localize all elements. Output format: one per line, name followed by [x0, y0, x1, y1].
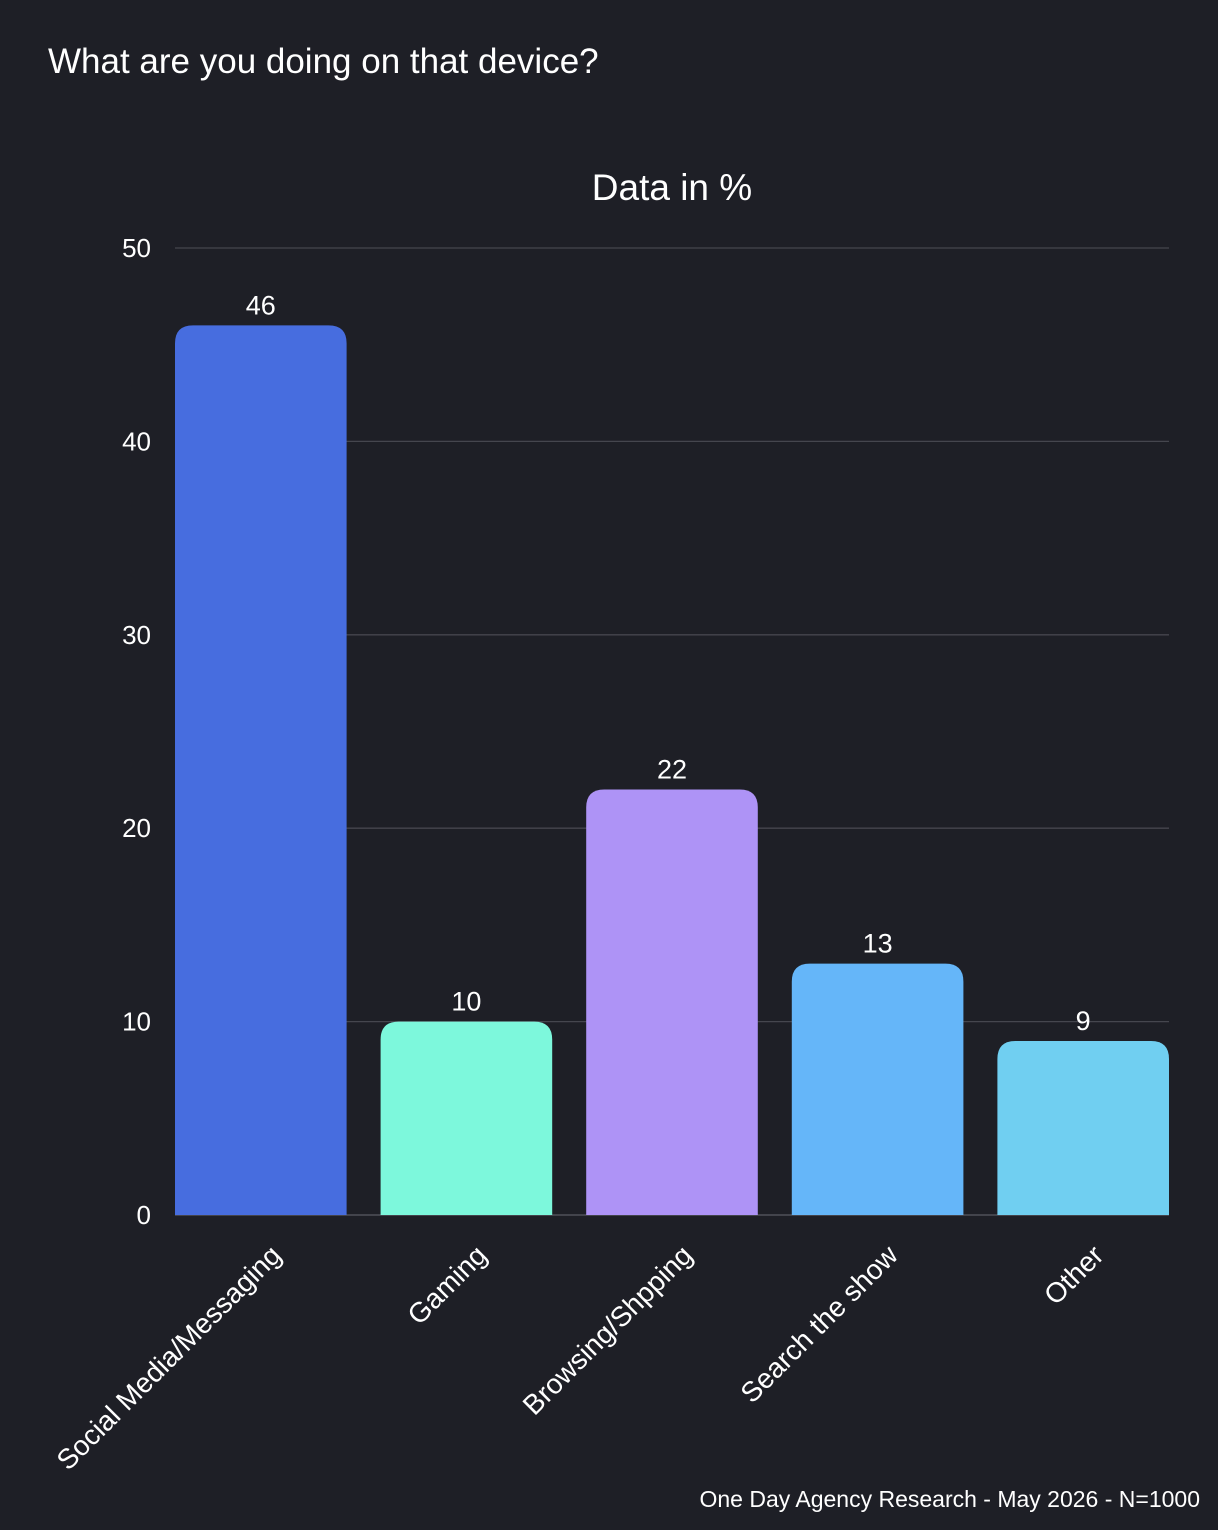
- y-tick-label: 20: [122, 813, 151, 843]
- data-label: 10: [451, 987, 481, 1017]
- x-tick-label: Other: [1038, 1239, 1109, 1310]
- x-tick-label: Search the show: [734, 1239, 904, 1409]
- chart-subtitle: Data in %: [592, 167, 752, 208]
- data-label: 22: [657, 755, 687, 785]
- data-labels: 46 10 22 13 9: [246, 290, 1091, 1036]
- x-tick-label: Gaming: [401, 1239, 492, 1330]
- page-title: What are you doing on that device?: [48, 42, 599, 81]
- x-axis-labels: Social Media/Messaging Gaming Browsing/Shp…: [51, 1239, 1110, 1476]
- x-tick-label: Browsing/Shpping: [517, 1239, 699, 1421]
- y-axis-ticks: 0 10 20 30 40 50: [122, 233, 151, 1230]
- bar-2: [586, 789, 758, 1215]
- y-tick-label: 10: [122, 1007, 151, 1037]
- y-tick-label: 30: [122, 620, 151, 650]
- bars: [175, 325, 1169, 1215]
- y-tick-label: 50: [122, 233, 151, 263]
- data-label: 46: [246, 290, 276, 320]
- y-tick-label: 0: [137, 1200, 151, 1230]
- data-label: 13: [863, 929, 893, 959]
- bar-3: [791, 963, 964, 1215]
- data-label: 9: [1076, 1006, 1091, 1036]
- bar-1: [380, 1021, 553, 1215]
- source-note: One Day Agency Research - May 2026 - N=1…: [699, 1486, 1200, 1512]
- x-tick-label: Social Media/Messaging: [51, 1239, 288, 1476]
- bar-4: [997, 1040, 1169, 1215]
- bar-0: [175, 325, 347, 1215]
- y-tick-label: 40: [122, 426, 151, 456]
